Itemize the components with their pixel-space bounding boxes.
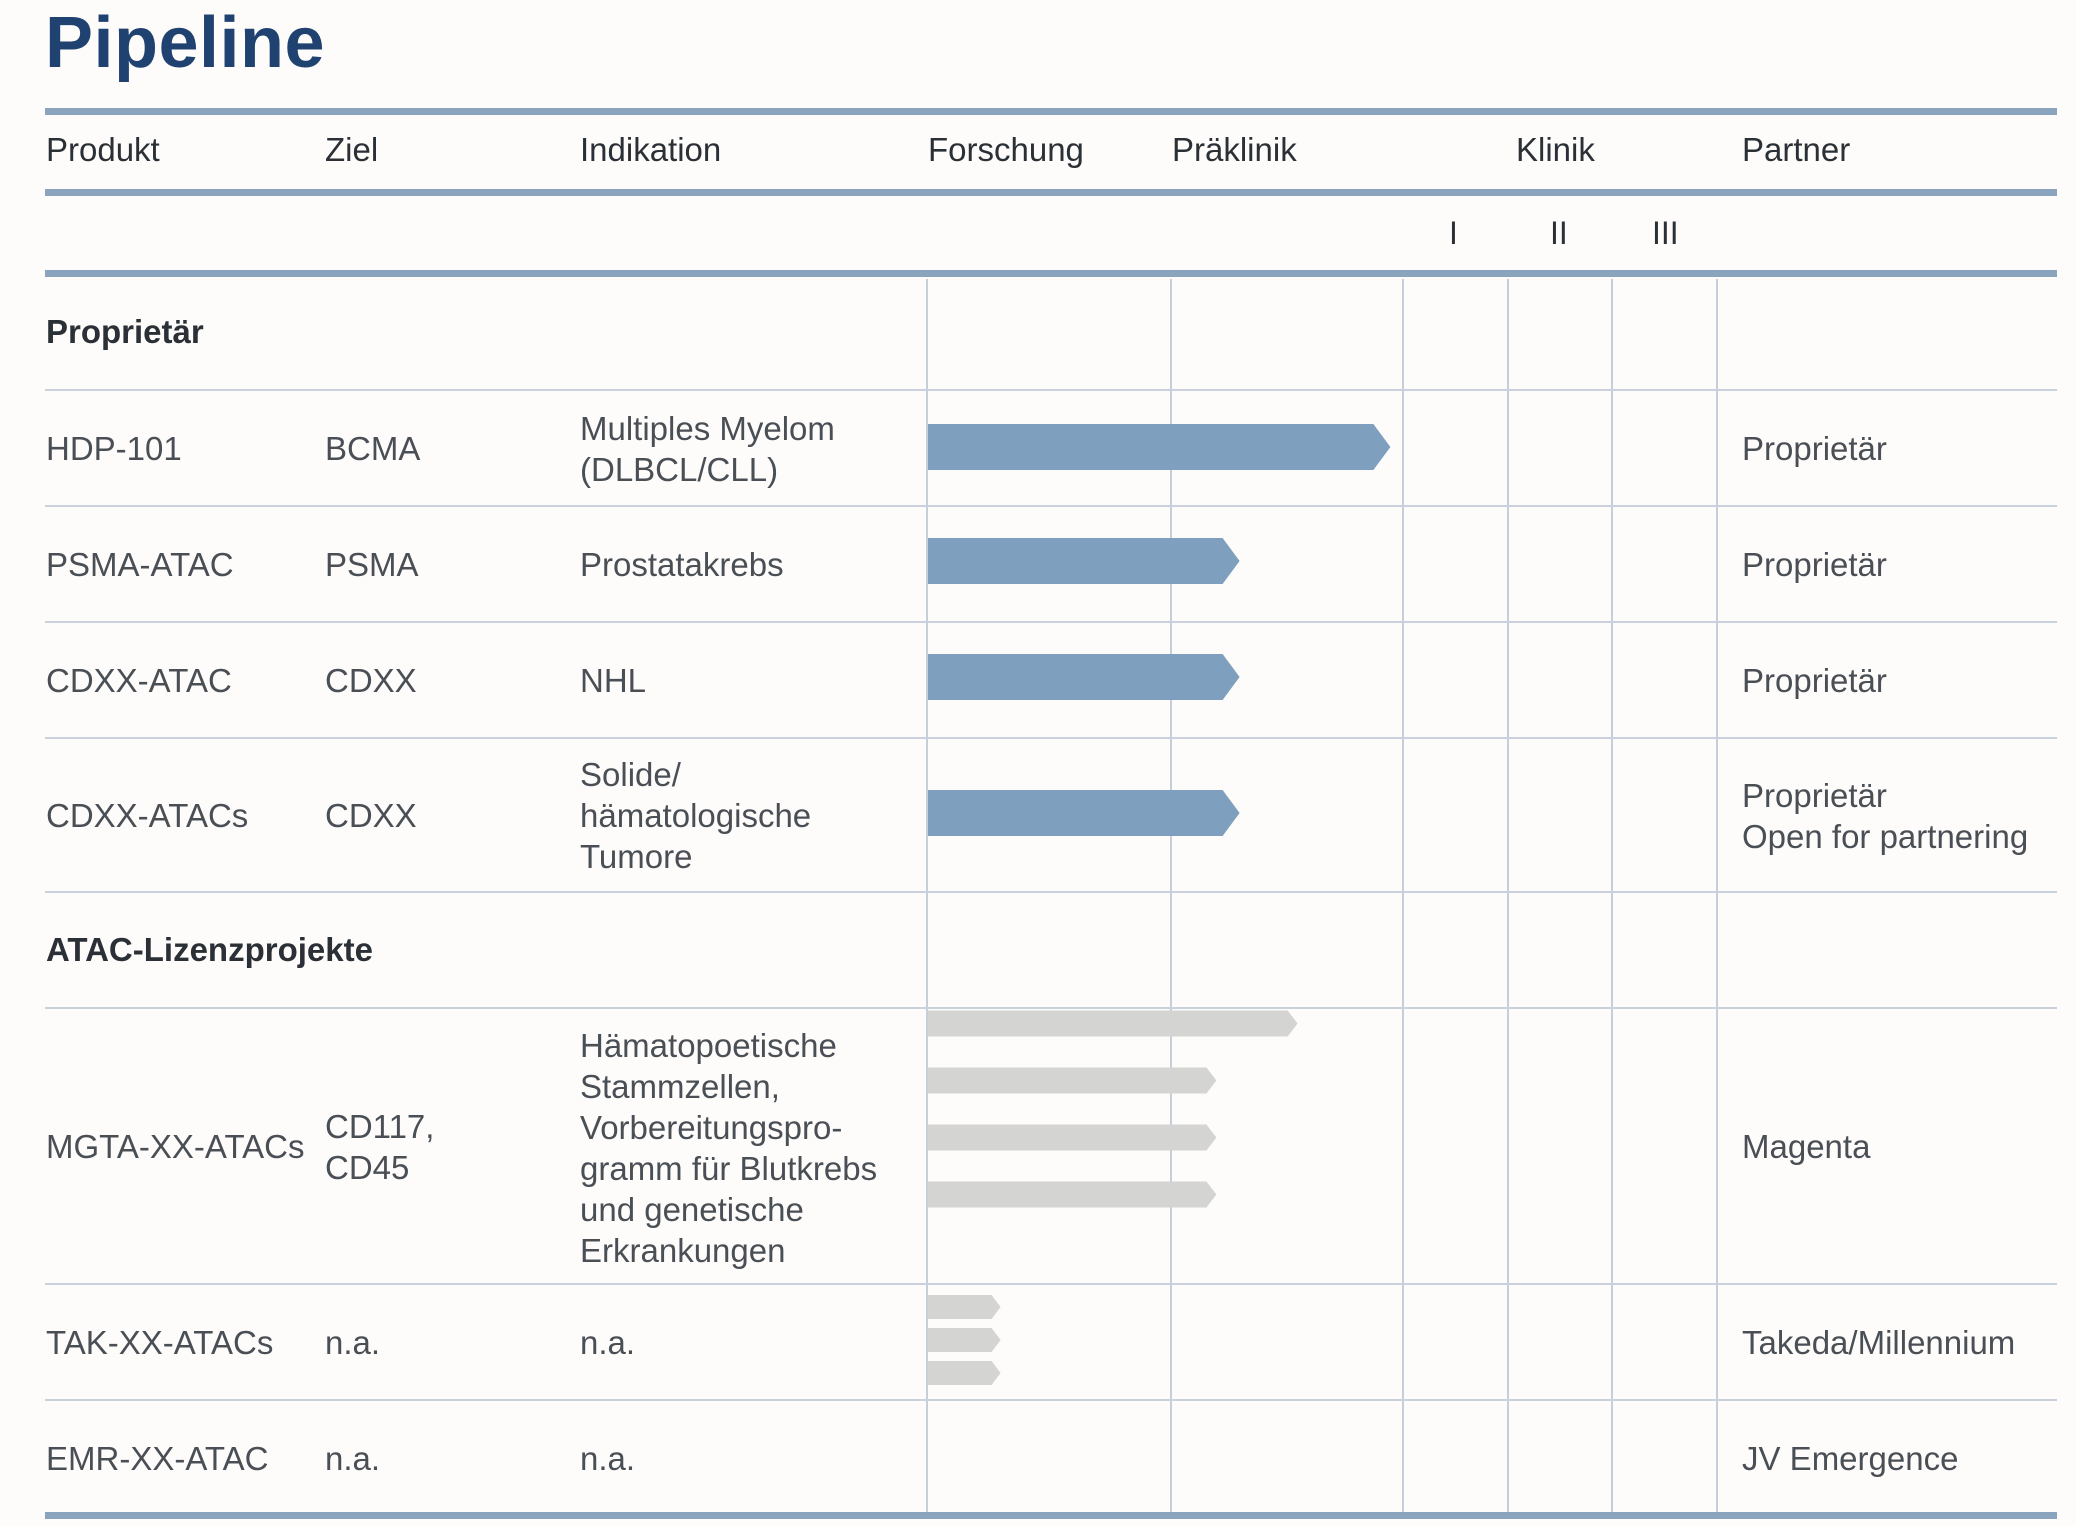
- col-header-klinik: Klinik: [1516, 131, 1595, 168]
- row-rule: [45, 891, 2057, 893]
- phase-3-label: III: [1652, 215, 1679, 251]
- col-header-praeklinik: Präklinik: [1172, 131, 1297, 168]
- row-partner: Proprietär: [1742, 546, 1887, 583]
- row-rule: [45, 1399, 2057, 1401]
- row-produkt: HDP-101: [46, 430, 182, 467]
- col-header-forschung: Forschung: [928, 131, 1084, 168]
- section-licensing: ATAC-Lizenzprojekte: [46, 931, 373, 968]
- row-partner: Proprietär: [1742, 430, 1887, 467]
- progress-bar-mgta-xx-atacs-1: [928, 1010, 1298, 1037]
- row-indikation: NHL: [580, 662, 647, 699]
- progress-bar-cdxx-atac-1: [928, 654, 1240, 700]
- section-proprietary: Proprietär: [46, 313, 204, 350]
- header-rule: [45, 189, 2057, 196]
- col-header-partner: Partner: [1742, 131, 1851, 168]
- row-produkt: MGTA-XX-ATACs: [46, 1128, 305, 1165]
- subheader-rule: [45, 270, 2057, 277]
- grid-line-phase2-start: [1507, 279, 1509, 1517]
- row-partner: Proprietär: [1742, 662, 1887, 699]
- progress-bar-mgta-xx-atacs-4: [928, 1181, 1217, 1208]
- grid-line-praeklinik-start: [1170, 279, 1172, 1517]
- row-rule: [45, 1283, 2057, 1285]
- row-produkt: CDXX-ATAC: [46, 662, 232, 699]
- table-bottom-rule: [45, 1512, 2057, 1519]
- row-ziel: n.a.: [325, 1324, 381, 1361]
- row-partner: Proprietär Open for partnering: [1742, 777, 2029, 855]
- col-header-ziel: Ziel: [325, 131, 379, 168]
- grid-line-phase3-start: [1611, 279, 1613, 1517]
- progress-bar-tak-xx-atacs-3: [928, 1361, 1001, 1385]
- row-indikation: Multiples Myelom (DLBCL/CLL): [580, 410, 835, 488]
- progress-bar-tak-xx-atacs-2: [928, 1328, 1001, 1352]
- row-rule: [45, 505, 2057, 507]
- row-rule: [45, 389, 2057, 391]
- row-produkt: TAK-XX-ATACs: [46, 1324, 274, 1361]
- page-title: Pipeline: [45, 3, 326, 83]
- phase-2-label: II: [1550, 215, 1568, 251]
- phase-1-label: I: [1449, 215, 1458, 251]
- grid-line-partner-start: [1716, 279, 1718, 1517]
- row-ziel: n.a.: [325, 1440, 381, 1477]
- row-rule: [45, 621, 2057, 623]
- progress-bar-hdp-101-1: [928, 424, 1391, 470]
- row-partner: JV Emergence: [1742, 1440, 1959, 1477]
- row-ziel: CDXX: [325, 797, 417, 834]
- progress-bar-cdxx-atacs-1: [928, 790, 1240, 836]
- row-rule: [45, 1007, 2057, 1009]
- progress-bar-tak-xx-atacs-1: [928, 1295, 1001, 1319]
- row-ziel: PSMA: [325, 546, 419, 583]
- row-indikation: n.a.: [580, 1324, 636, 1361]
- row-ziel: CD117, CD45: [325, 1108, 435, 1186]
- row-partner: Magenta: [1742, 1128, 1871, 1165]
- grid-line-forschung-start: [926, 279, 928, 1517]
- row-indikation: Hämatopoetische Stammzellen, Vorbereitun…: [580, 1027, 878, 1269]
- row-ziel: CDXX: [325, 662, 417, 699]
- row-indikation: Solide/ hämatologische Tumore: [580, 756, 812, 875]
- row-rule: [45, 737, 2057, 739]
- row-produkt: CDXX-ATACs: [46, 797, 249, 834]
- col-header-produkt: Produkt: [46, 131, 160, 168]
- row-ziel: BCMA: [325, 430, 421, 467]
- table-top-rule: [45, 108, 2057, 115]
- row-indikation: Prostatakrebs: [580, 546, 784, 583]
- row-produkt: EMR-XX-ATAC: [46, 1440, 269, 1477]
- row-produkt: PSMA-ATAC: [46, 546, 234, 583]
- col-header-indikation: Indikation: [580, 131, 722, 168]
- row-indikation: n.a.: [580, 1440, 636, 1477]
- progress-bar-mgta-xx-atacs-3: [928, 1124, 1217, 1151]
- grid-line-phase1-start: [1402, 279, 1404, 1517]
- progress-bar-psma-atac-1: [928, 538, 1240, 584]
- row-partner: Takeda/Millennium: [1742, 1324, 2016, 1361]
- progress-bar-mgta-xx-atacs-2: [928, 1067, 1217, 1094]
